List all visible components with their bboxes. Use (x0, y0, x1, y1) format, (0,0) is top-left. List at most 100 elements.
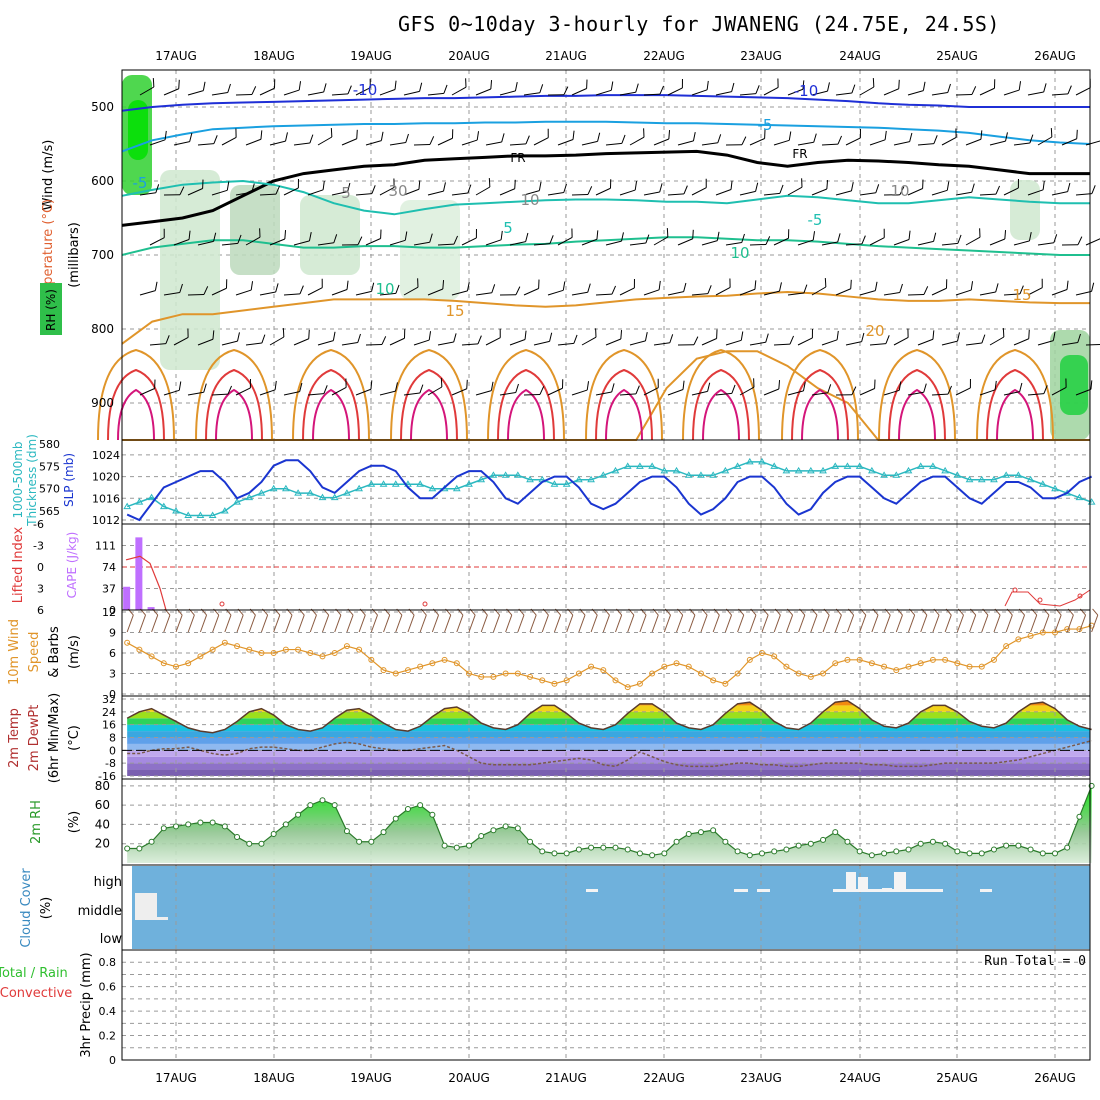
date-label-top: 17AUG (155, 49, 197, 63)
rh2m-point (990, 846, 997, 853)
wind-barb-flag (898, 79, 900, 89)
wind-barb-shaft (437, 243, 455, 246)
panel-title: (m/s) (67, 635, 82, 669)
wind-barb (965, 228, 981, 246)
wind-barb-shaft (355, 388, 372, 396)
wind10-point (185, 660, 192, 667)
thickness-point (843, 462, 852, 469)
wind-barb (389, 133, 409, 146)
wind10-barb-shaft (895, 614, 903, 633)
wind-barb (355, 185, 376, 196)
wind10-point (124, 639, 131, 646)
y-tick-label: 74 (102, 561, 116, 574)
wind-barb-shaft (221, 137, 237, 146)
wind-barb-shaft (259, 291, 276, 296)
wind-barb (989, 328, 1005, 346)
wind-barb (187, 81, 206, 96)
wind10-barb-shaft (199, 614, 208, 633)
wind-barb-flag (933, 232, 937, 242)
wind-barb (547, 183, 567, 196)
wind-barb-flag (610, 179, 612, 189)
wind-barb-flag (1067, 85, 1072, 95)
wind-barb (1037, 331, 1056, 346)
wind-barb-shaft (499, 90, 516, 96)
wind-barb-flag (669, 334, 674, 343)
rh2m-point (148, 838, 155, 845)
panel-title: (°C) (67, 725, 82, 751)
wind-barb (451, 78, 467, 96)
wind-barb-shaft (691, 390, 708, 396)
wind-barb-flag (394, 80, 397, 90)
wind-barb (821, 135, 843, 146)
rh2m-point (356, 838, 363, 845)
rh2m-point (197, 819, 204, 826)
wind-barb (341, 129, 358, 146)
wind-barb (1027, 180, 1045, 196)
wind-barb-flag (178, 79, 180, 89)
wind-barb (965, 130, 983, 146)
wind10-point (942, 656, 949, 663)
wind-barb-shaft (595, 187, 611, 196)
wind-barb-flag (308, 329, 310, 339)
wind-barb-flag (164, 130, 167, 140)
panel-title: 10m Wind (7, 619, 22, 685)
wind-barb-flag (549, 235, 554, 244)
wind-barb (701, 231, 720, 246)
wind-barb-shaft (619, 91, 636, 96)
wind-barb (941, 234, 962, 246)
wind-barb-shaft (643, 387, 659, 396)
wind10-barb-shaft (297, 614, 305, 633)
wind-barb-flag (779, 282, 782, 292)
rh2m-point (673, 838, 680, 845)
wind-barb (163, 186, 185, 196)
wind-barb-flag (621, 134, 626, 144)
wind-barb-flag (803, 284, 808, 294)
wind-barb-shaft (653, 342, 670, 346)
wind-barb-shaft (163, 389, 180, 396)
y-tick-label: 600 (91, 174, 114, 188)
wind-barb-shaft (931, 287, 947, 296)
wind-barb-flag (562, 281, 566, 291)
wind-barb-shaft (437, 341, 454, 346)
wind-barb-flag (587, 283, 591, 293)
wind-barb (307, 83, 327, 96)
wind-barb-flag (741, 136, 747, 145)
wind-barb-flag (755, 182, 759, 192)
wind-barb (211, 83, 231, 96)
wind-barb-flag (957, 332, 960, 342)
wind10-barb-shaft (969, 614, 977, 633)
wind-barb-flag (1090, 380, 1093, 390)
wind-barb-shaft (499, 188, 515, 196)
wind-barb-flag (442, 280, 445, 290)
isotherm-line (121, 120, 1091, 153)
wind10-barb-shaft (492, 614, 501, 633)
wind-barb (691, 178, 707, 196)
wind-barb (139, 184, 160, 196)
wind-barb (811, 180, 829, 196)
wind10-point (673, 660, 680, 667)
wind-barb-shaft (643, 93, 661, 96)
contour-label: 5 (503, 219, 513, 237)
wind-barb-shaft (523, 393, 541, 396)
wind-barb-flag (1004, 230, 1007, 240)
wind-barb (379, 284, 400, 296)
wind-barb (451, 184, 472, 196)
wind10-point (429, 660, 436, 667)
wind10-point (160, 660, 167, 667)
thickness-point (281, 484, 290, 492)
cape-bar (123, 586, 131, 610)
wind-barb (557, 334, 578, 346)
wind-barb (461, 131, 480, 146)
rh2m-point (441, 842, 448, 849)
wind10-barb-shaft (834, 614, 842, 633)
wind-barb-shaft (667, 291, 684, 296)
panel-title: Wind (m/s) (41, 140, 56, 211)
wind-barb (773, 229, 790, 246)
wind-barb-flag (645, 234, 650, 244)
thickness-point (904, 466, 913, 474)
isotherm-line (121, 236, 1090, 256)
wind-barb (845, 332, 865, 346)
wind-barb (979, 380, 997, 396)
wind-barb (533, 128, 549, 146)
rh2m-point (295, 811, 302, 818)
